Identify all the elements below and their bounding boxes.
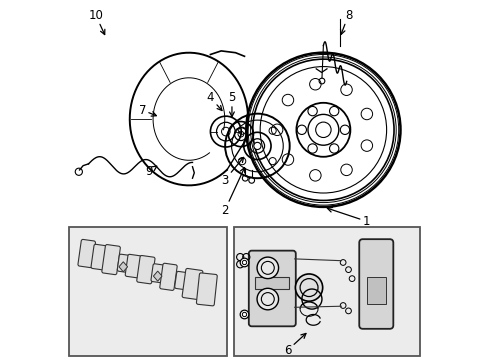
FancyBboxPatch shape xyxy=(182,269,203,300)
Bar xyxy=(233,226,419,356)
Text: 1: 1 xyxy=(326,207,369,228)
Text: 2: 2 xyxy=(221,168,244,217)
Text: 10: 10 xyxy=(88,9,104,35)
Circle shape xyxy=(257,257,278,279)
Text: 4: 4 xyxy=(206,91,222,111)
Circle shape xyxy=(295,274,322,301)
FancyBboxPatch shape xyxy=(137,256,155,284)
Text: 6: 6 xyxy=(283,333,305,357)
Bar xyxy=(69,226,226,356)
FancyBboxPatch shape xyxy=(91,244,107,270)
Circle shape xyxy=(240,258,248,267)
FancyBboxPatch shape xyxy=(160,263,177,291)
FancyBboxPatch shape xyxy=(102,244,120,275)
Polygon shape xyxy=(119,262,127,272)
FancyBboxPatch shape xyxy=(151,264,164,283)
Circle shape xyxy=(253,142,261,149)
Circle shape xyxy=(315,122,330,138)
Text: 8: 8 xyxy=(340,9,351,35)
FancyBboxPatch shape xyxy=(248,251,295,326)
FancyBboxPatch shape xyxy=(196,273,217,306)
Text: 9: 9 xyxy=(145,165,157,177)
Text: 5: 5 xyxy=(228,91,235,117)
Polygon shape xyxy=(153,271,162,281)
Bar xyxy=(366,277,385,304)
FancyBboxPatch shape xyxy=(125,254,141,278)
FancyBboxPatch shape xyxy=(359,239,392,329)
Circle shape xyxy=(257,288,278,310)
Bar xyxy=(255,277,289,289)
FancyBboxPatch shape xyxy=(174,271,186,289)
Text: 7: 7 xyxy=(138,104,156,117)
FancyBboxPatch shape xyxy=(117,254,129,272)
Text: 3: 3 xyxy=(221,157,243,186)
FancyBboxPatch shape xyxy=(78,239,95,267)
Circle shape xyxy=(240,310,248,319)
